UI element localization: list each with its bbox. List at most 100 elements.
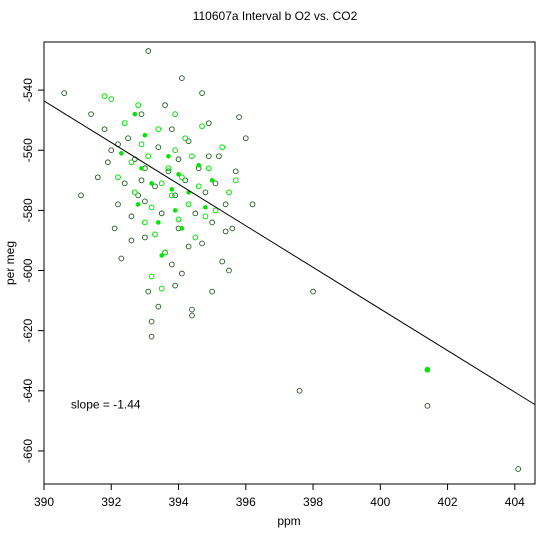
data-point xyxy=(149,181,154,186)
x-tick-label: 402 xyxy=(438,495,458,509)
x-tick-label: 396 xyxy=(236,495,256,509)
y-axis: -660 -640 -620 -600 -580 -560 -540 xyxy=(21,78,44,463)
data-point xyxy=(209,288,216,295)
x-axis: 390 392 394 396 398 400 402 404 xyxy=(34,484,525,509)
data-point xyxy=(159,253,165,258)
x-tick-label: 394 xyxy=(169,495,189,509)
data-point xyxy=(105,159,111,166)
data-point xyxy=(209,219,216,226)
data-point xyxy=(148,333,155,340)
data-point xyxy=(199,240,205,247)
data-point xyxy=(168,192,175,199)
data-point xyxy=(142,132,148,138)
y-tick-label: -640 xyxy=(21,378,35,402)
data-point xyxy=(185,201,192,208)
data-point xyxy=(158,180,165,187)
data-point xyxy=(219,144,226,151)
plot-frame xyxy=(43,41,536,485)
data-point xyxy=(202,189,209,196)
data-point xyxy=(155,303,162,310)
data-point xyxy=(111,225,118,232)
data-point xyxy=(178,174,185,181)
data-point xyxy=(179,270,185,277)
x-tick-label: 404 xyxy=(505,495,525,509)
data-point xyxy=(195,183,202,190)
data-point xyxy=(141,219,148,226)
data-point xyxy=(139,165,144,171)
data-point xyxy=(131,189,138,196)
data-point xyxy=(169,187,175,192)
data-point xyxy=(212,180,219,187)
x-tick-label: 400 xyxy=(370,495,390,509)
data-point xyxy=(216,153,222,160)
data-point xyxy=(424,366,431,373)
data-point xyxy=(205,153,212,160)
x-tick-label: 392 xyxy=(101,495,121,509)
data-point xyxy=(158,285,165,292)
data-point xyxy=(212,207,219,214)
data-point xyxy=(148,318,155,325)
data-point xyxy=(232,168,239,175)
data-point xyxy=(145,153,152,160)
data-point xyxy=(189,312,195,319)
data-point xyxy=(121,180,128,187)
x-tick-label: 390 xyxy=(34,495,54,509)
slope-annotation: slope = -1.44 xyxy=(71,397,141,411)
data-point xyxy=(192,234,199,241)
data-point xyxy=(155,144,162,151)
data-point xyxy=(172,192,179,199)
data-point xyxy=(121,120,128,127)
data-point xyxy=(172,208,178,213)
data-point xyxy=(175,156,182,163)
data-point xyxy=(152,183,158,190)
data-point xyxy=(165,168,172,175)
data-point xyxy=(229,225,236,232)
data-point xyxy=(179,75,185,81)
data-point xyxy=(202,213,209,220)
data-point xyxy=(148,273,155,280)
data-point xyxy=(115,174,121,181)
data-point xyxy=(108,147,115,154)
data-point xyxy=(205,165,212,172)
data-point xyxy=(515,466,522,472)
data-point xyxy=(125,135,131,142)
data-point xyxy=(176,171,181,177)
data-point xyxy=(128,213,135,220)
data-point xyxy=(168,126,175,133)
data-point xyxy=(185,138,192,145)
data-point xyxy=(175,216,182,223)
data-point xyxy=(242,135,249,142)
data-point xyxy=(199,90,205,96)
data-point xyxy=(236,114,242,121)
data-point xyxy=(138,111,145,118)
data-point xyxy=(425,367,430,373)
y-tick-label: -620 xyxy=(21,318,35,342)
data-point xyxy=(135,192,142,199)
data-point xyxy=(128,159,135,166)
data-point xyxy=(199,123,205,130)
data-point xyxy=(222,201,229,208)
y-tick-label: -540 xyxy=(21,78,35,102)
y-tick-label: -660 xyxy=(21,439,35,463)
fit-line-layer xyxy=(43,100,536,406)
data-point xyxy=(78,192,84,199)
data-point xyxy=(226,189,232,196)
data-point xyxy=(226,267,232,274)
data-point xyxy=(192,210,199,217)
data-point xyxy=(118,255,125,262)
data-point xyxy=(94,174,101,181)
data-point xyxy=(185,243,192,250)
y-tick-label: -580 xyxy=(21,198,35,222)
data-point xyxy=(61,90,68,96)
data-point xyxy=(148,204,155,211)
data-point xyxy=(138,177,145,184)
data-point xyxy=(310,288,316,295)
data-point xyxy=(145,288,152,295)
data-point xyxy=(165,165,172,172)
data-point xyxy=(172,111,179,118)
data-point xyxy=(166,153,171,159)
data-point xyxy=(232,177,239,184)
y-tick-label: -600 xyxy=(21,258,35,282)
data-point xyxy=(155,126,162,133)
